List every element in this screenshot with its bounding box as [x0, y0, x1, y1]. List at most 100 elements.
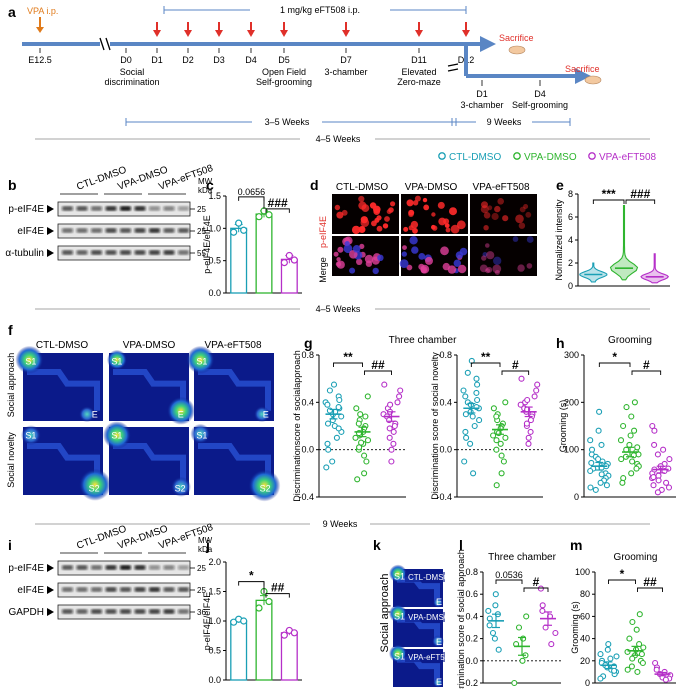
cell [408, 209, 415, 216]
data-point [537, 585, 544, 592]
y-tick-label: 80 [580, 589, 590, 599]
blot-band [149, 565, 160, 570]
data-point [493, 413, 500, 420]
cell [333, 251, 339, 257]
cell [440, 246, 449, 256]
blot-band [62, 250, 73, 255]
data-point [381, 381, 388, 388]
cell [376, 215, 382, 221]
data-point [651, 441, 658, 448]
row-pointer-icon [47, 249, 54, 257]
data-point [631, 427, 638, 434]
data-point [629, 458, 636, 465]
y-tick-label: 1.0 [208, 223, 221, 233]
panel-i-western-blot: i CTL-DMSOVPA-DMSOVPA-eFT508MWkDap-eIF4E… [8, 522, 215, 620]
blot-band [120, 565, 131, 570]
heat-spot [79, 406, 95, 423]
day-label-0: E12.5 [28, 55, 52, 65]
significance-bracket [265, 593, 290, 598]
data-point [599, 458, 606, 465]
data-point [391, 422, 398, 430]
legend-label-vpa: VPA-DMSO [524, 152, 577, 163]
row-pointer-icon [47, 227, 54, 235]
y-tick-label: 1.5 [208, 587, 221, 597]
data-point [650, 474, 657, 481]
cell [408, 225, 414, 231]
heat-spot [186, 345, 215, 374]
y-tick-label: 0 [568, 281, 573, 291]
cell [412, 200, 419, 206]
blot-row-label-2: GAPDH [8, 607, 44, 618]
data-point [265, 597, 273, 606]
data-point [330, 381, 338, 388]
data-point [596, 408, 603, 415]
data-point [517, 401, 524, 408]
cell [343, 244, 353, 254]
data-point [620, 422, 627, 430]
data-point [539, 607, 546, 614]
data-point [663, 479, 670, 486]
data-point [603, 482, 610, 489]
cell [423, 204, 430, 211]
panel-letter-d: d [310, 177, 319, 193]
heat-trail [27, 369, 100, 411]
panel-letter-l: l [459, 537, 463, 553]
injection-arrowhead-icon [247, 30, 255, 37]
y-tick-label: 0.0 [208, 675, 221, 685]
significance-bracket [523, 587, 549, 592]
data-point [462, 393, 469, 400]
f-row-approach: Social approach [6, 353, 16, 418]
chamber-tag: S1 [394, 652, 405, 662]
injection-arrowhead-icon [184, 30, 192, 37]
blot-band [76, 206, 88, 211]
data-point [493, 482, 500, 489]
row-pointer-icon [47, 586, 54, 594]
significance-bracket [608, 579, 636, 584]
data-point [387, 401, 394, 408]
chamber-tag: E [436, 677, 442, 687]
blot-band [163, 228, 175, 233]
heat-spot [248, 469, 281, 502]
data-point [490, 405, 497, 412]
task-label-2: 3-chamber [324, 67, 367, 77]
y-axis-label: p-eIF4E/eIF4E [202, 592, 212, 651]
data-point [636, 611, 643, 618]
data-point [623, 404, 630, 411]
heat-trail [113, 369, 186, 411]
blot-row-label-0: p-eIF4E [8, 204, 44, 215]
blot-band [163, 250, 175, 255]
data-point [500, 458, 507, 465]
blot-band [105, 250, 117, 255]
blot-band [76, 250, 88, 255]
y-tick-label: 1.5 [208, 191, 221, 201]
task-label-0: Social [120, 67, 145, 77]
significance-label: * [612, 350, 617, 364]
data-point [515, 624, 523, 631]
y-tick-label: 200 [564, 397, 579, 407]
data-point [502, 434, 509, 441]
y-tick-label: 0 [574, 492, 579, 502]
micrograph-2-0 [470, 194, 537, 234]
data-point [467, 440, 474, 447]
data-point [397, 387, 404, 394]
data-point [470, 470, 477, 477]
data-point [474, 396, 481, 404]
blot-band [91, 565, 102, 570]
data-point [469, 413, 476, 420]
y-axis-label: Discrimination score of social novelty [430, 352, 440, 500]
cell [518, 222, 526, 229]
y-tick-label: 0.4 [465, 611, 478, 621]
task-3chamber-bottom: 3-chamber [460, 100, 503, 110]
data-point [520, 635, 527, 642]
blot-band [91, 250, 102, 255]
y-tick-label: 0.5 [208, 646, 221, 656]
data-point [255, 213, 263, 221]
data-point [485, 607, 492, 614]
heat-spot [432, 635, 444, 648]
cell [459, 247, 468, 256]
panel-letter-f: f [8, 322, 13, 338]
data-point [619, 479, 626, 486]
data-point [235, 219, 243, 227]
data-point [653, 666, 660, 673]
panel-f-heatmaps: f CTL-DMSO VPA-DMSO VPA-eFT508 Social ap… [6, 322, 281, 502]
